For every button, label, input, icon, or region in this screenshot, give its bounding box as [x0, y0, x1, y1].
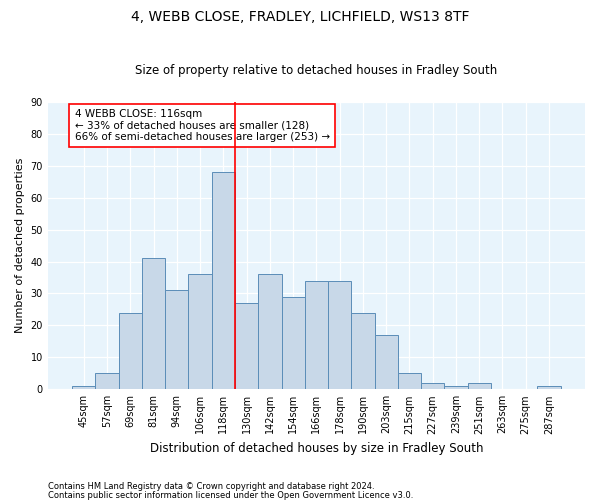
Bar — [351, 312, 374, 390]
Bar — [142, 258, 165, 390]
X-axis label: Distribution of detached houses by size in Fradley South: Distribution of detached houses by size … — [149, 442, 483, 455]
Text: Contains public sector information licensed under the Open Government Licence v3: Contains public sector information licen… — [48, 490, 413, 500]
Bar — [72, 386, 95, 390]
Text: 4 WEBB CLOSE: 116sqm
← 33% of detached houses are smaller (128)
66% of semi-deta: 4 WEBB CLOSE: 116sqm ← 33% of detached h… — [74, 109, 330, 142]
Bar — [538, 386, 560, 390]
Bar — [467, 383, 491, 390]
Bar — [212, 172, 235, 390]
Bar — [258, 274, 281, 390]
Bar — [281, 296, 305, 390]
Bar — [328, 280, 351, 390]
Bar — [421, 383, 445, 390]
Bar — [188, 274, 212, 390]
Bar — [398, 374, 421, 390]
Bar — [445, 386, 467, 390]
Text: Contains HM Land Registry data © Crown copyright and database right 2024.: Contains HM Land Registry data © Crown c… — [48, 482, 374, 491]
Bar — [374, 335, 398, 390]
Y-axis label: Number of detached properties: Number of detached properties — [15, 158, 25, 333]
Bar — [165, 290, 188, 390]
Bar — [305, 280, 328, 390]
Title: Size of property relative to detached houses in Fradley South: Size of property relative to detached ho… — [135, 64, 497, 77]
Bar — [235, 303, 258, 390]
Bar — [119, 312, 142, 390]
Text: 4, WEBB CLOSE, FRADLEY, LICHFIELD, WS13 8TF: 4, WEBB CLOSE, FRADLEY, LICHFIELD, WS13 … — [131, 10, 469, 24]
Bar — [95, 374, 119, 390]
